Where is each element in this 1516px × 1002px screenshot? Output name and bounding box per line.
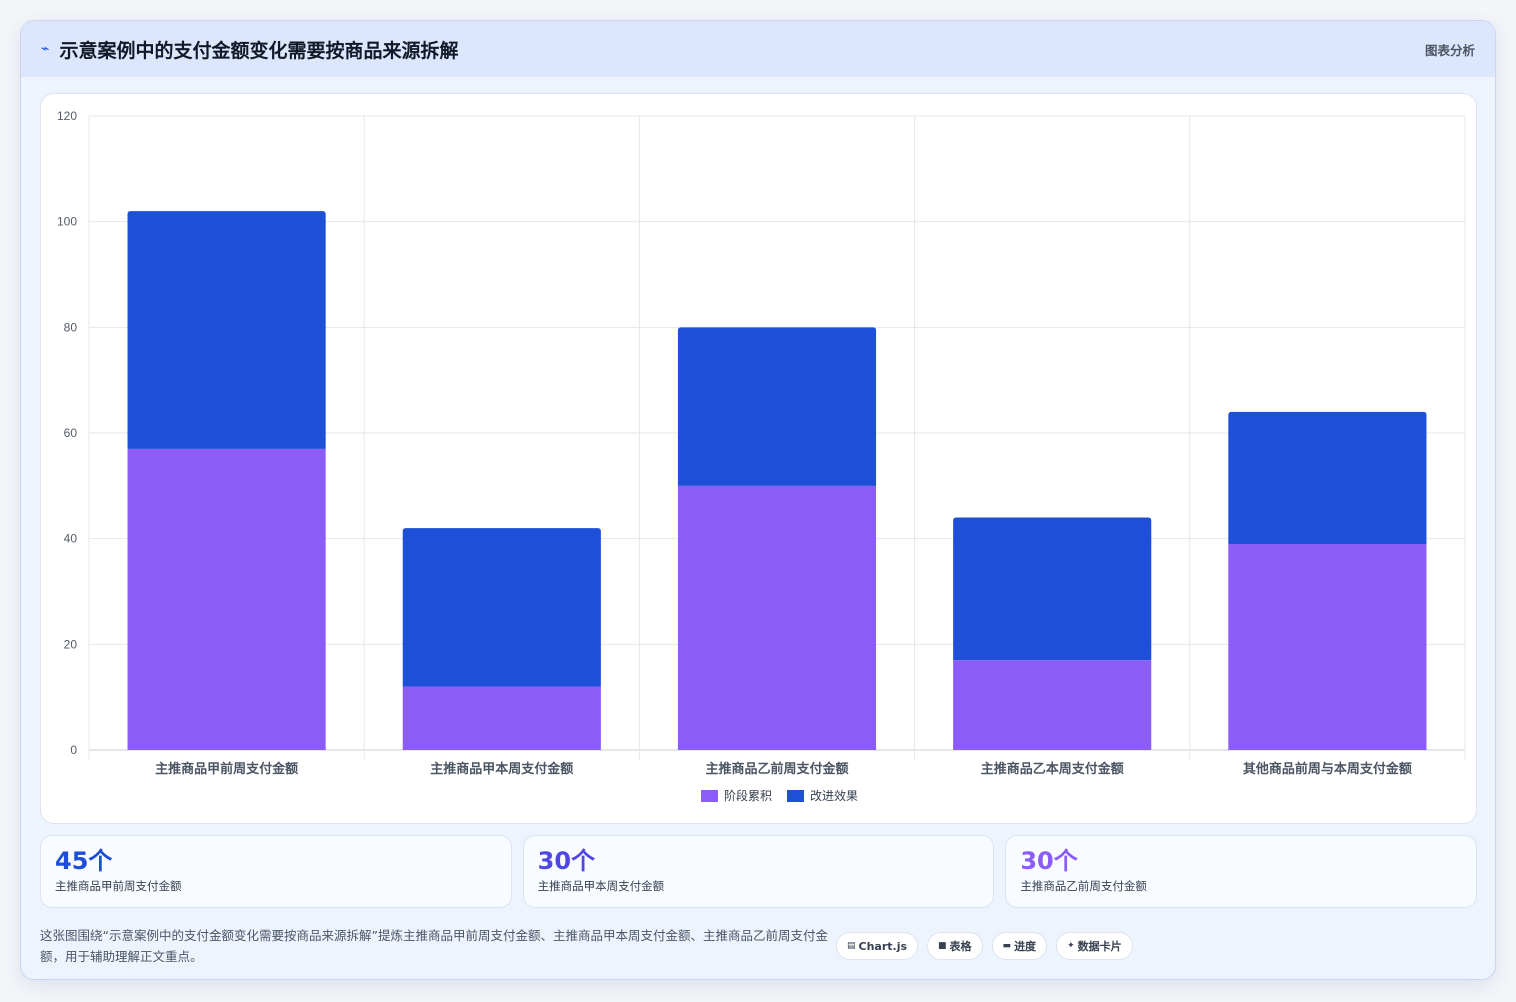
x-tick-label: 其他商品前周与本周支付金额 [1243,761,1412,777]
chip-list: ▤ Chart.js ■ 表格 ▬ 进度 ✦ 数据卡片 [836,932,1133,960]
chip-progress[interactable]: ▬ 进度 [991,932,1048,960]
kpi-card: 30个 主推商品乙前周支付金额 [1005,835,1478,908]
page-title: 示意案例中的支付金额变化需要按商品来源拆解 [59,39,459,62]
kpi-label: 主推商品甲前周支付金额 [55,879,182,893]
title-wrap: ⌁ 示意案例中的支付金额变化需要按商品来源拆解 [41,36,458,63]
y-tick-label: 100 [57,215,77,229]
kpi-label: 主推商品甲本周支付金额 [537,879,665,893]
x-tick-label: 主推商品甲本周支付金额 [430,761,573,777]
card-header: ⌁ 示意案例中的支付金额变化需要按商品来源拆解 图表分析 [21,21,1495,77]
bar-segment [127,211,326,449]
kpi-card: 45个 主推商品甲前周支付金额 [40,835,512,908]
table-icon: ■ [938,941,947,951]
kpi-value: 30个 [1020,847,1078,875]
x-tick-label: 主推商品乙前周支付金额 [705,761,848,777]
x-tick-label: 主推商品甲前周支付金额 [155,761,298,777]
y-tick-label: 40 [64,532,78,546]
chip-label: Chart.js [858,939,908,953]
chart-icon: ▤ [847,941,856,951]
chip-label: 数据卡片 [1077,940,1122,953]
chart-line-icon: ⌁ [41,41,50,57]
legend-label: 改进效果 [810,788,858,803]
footer-description: 这张图围绕“示意案例中的支付金额变化需要按商品来源拆解”提炼主推商品甲前周支付金… [40,928,828,964]
y-tick-label: 20 [64,637,78,651]
sparkle-icon: ✦ [1067,941,1075,951]
chip-table[interactable]: ■ 表格 [927,932,983,960]
kpi-card: 30个 主推商品甲本周支付金额 [522,835,995,908]
legend-label: 阶段累积 [724,788,772,803]
chip-chartjs[interactable]: ▤ Chart.js [836,932,919,960]
bar-segment [953,660,1152,750]
bar-segment [402,686,601,750]
y-tick-label: 0 [70,743,77,757]
bar-segment [953,517,1152,661]
bar-segment [1228,411,1427,544]
bar-segment [677,485,877,750]
bar-segment [677,327,877,486]
bar-segment [402,528,601,687]
card-footer: 这张图围绕“示意案例中的支付金额变化需要按商品来源拆解”提炼主推商品甲前周支付金… [40,921,1477,971]
legend-swatch [701,790,718,802]
y-tick-label: 80 [64,320,78,334]
chart-card: ⌁ 示意案例中的支付金额变化需要按商品来源拆解 图表分析 0 20 40 60 80 10… [20,20,1496,980]
bar-segment [1228,543,1427,750]
stacked-bar-chart: 0 20 40 60 80 100 120 主推商品甲前周支付金额 主推商品甲本周支付金额 主推商… [57,109,1466,803]
kpi-label: 主推商品乙前周支付金额 [1020,879,1147,893]
kpi-row: 45个 主推商品甲前周支付金额 30个 主推商品甲本周支付金额 30个 主推商品… [40,835,1478,908]
y-tick-label: 120 [57,109,77,123]
kpi-value: 30个 [537,847,596,875]
bar-segment [127,448,326,750]
progress-icon: ▬ [1002,941,1012,951]
y-tick-label: 60 [64,426,78,440]
x-tick-label: 主推商品乙本周支付金额 [981,761,1124,777]
chip-label: 表格 [949,940,972,953]
chart-panel: 0 20 40 60 80 100 120 主推商品甲前周支付金额 主推商品甲本周支付金额 主推商… [40,93,1477,824]
chip-label: 进度 [1014,940,1037,953]
legend-swatch [787,790,804,802]
chip-data-card[interactable]: ✦ 数据卡片 [1056,932,1133,960]
kpi-value: 45个 [55,847,113,875]
header-tag: 图表分析 [1424,42,1475,58]
